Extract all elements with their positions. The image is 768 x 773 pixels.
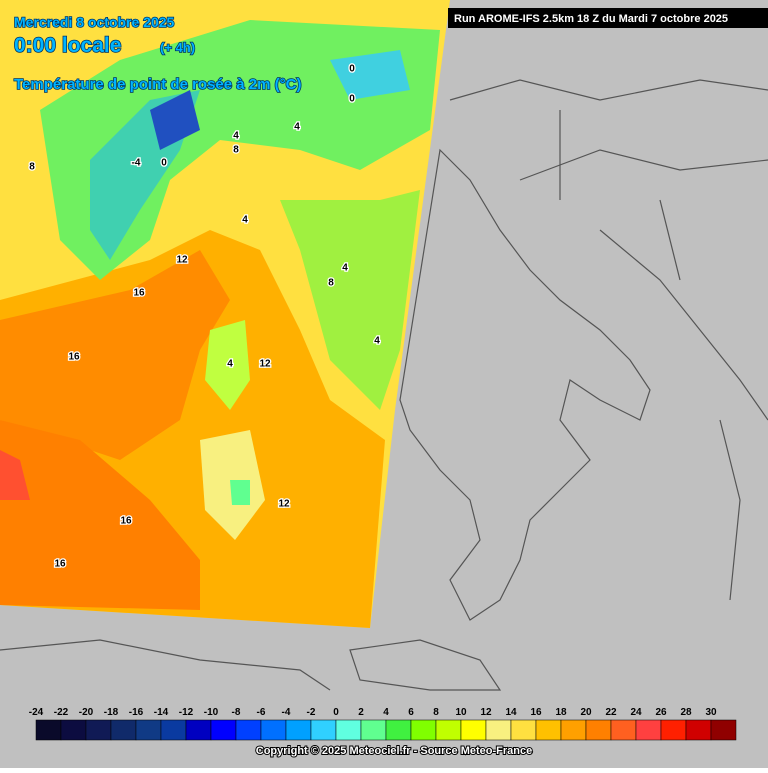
color-box (560, 719, 587, 741)
scale-label: 4 (383, 707, 389, 718)
contour-label: 16 (68, 352, 80, 363)
scale-label: 26 (655, 707, 667, 718)
color-box (585, 719, 612, 741)
scale-label: -2 (307, 707, 316, 718)
scale-label: 2 (358, 707, 364, 718)
contour-label: 4 (374, 336, 380, 347)
color-box (460, 719, 487, 741)
color-box (310, 719, 337, 741)
color-box (235, 719, 262, 741)
scale-label: 24 (630, 707, 642, 718)
color-box (285, 719, 312, 741)
color-box (160, 719, 187, 741)
color-box (710, 719, 737, 741)
color-box (185, 719, 212, 741)
color-box (135, 719, 162, 741)
scale-label: -24 (29, 707, 44, 718)
color-box (260, 719, 287, 741)
scale-label: 30 (705, 707, 717, 718)
color-box (35, 719, 62, 741)
parameter: Température de point de rosée à 2m (°C) (14, 76, 301, 93)
scale-label: 22 (605, 707, 617, 718)
scale-label: -14 (154, 707, 169, 718)
scale-label: 12 (480, 707, 492, 718)
contour-label: 4 (242, 215, 248, 226)
scale-label: 28 (680, 707, 692, 718)
contour-label: 12 (278, 499, 290, 510)
date: Mercredi 8 octobre 2025 (14, 14, 175, 30)
contour-label: 8 (328, 278, 334, 289)
color-box (210, 719, 237, 741)
contour-label: 4 (342, 263, 348, 274)
time: 0:00 locale (14, 34, 121, 57)
color-box (510, 719, 537, 741)
scale-label: 14 (505, 707, 517, 718)
color-box (85, 719, 112, 741)
run-banner (448, 8, 768, 28)
color-box (660, 719, 687, 741)
contour-label: 4 (233, 131, 239, 142)
contour-label: 4 (294, 122, 300, 133)
scale-label: 6 (408, 707, 414, 718)
color-box (635, 719, 662, 741)
copyright: Copyright © 2025 Meteociel.fr - Source M… (256, 745, 532, 757)
scale-label: -4 (282, 707, 291, 718)
color-box (485, 719, 512, 741)
run-info: Run AROME-IFS 2.5km 18 Z du Mardi 7 octo… (454, 13, 728, 25)
scale-label: 16 (530, 707, 542, 718)
scale-label: -22 (54, 707, 69, 718)
contour-label: 8 (29, 162, 35, 173)
contour-label: 8 (233, 145, 239, 156)
scale-label: -20 (79, 707, 94, 718)
color-box (535, 719, 562, 741)
scale-label: 18 (555, 707, 567, 718)
color-box (335, 719, 362, 741)
scale-label: -8 (232, 707, 241, 718)
borders (0, 79, 768, 691)
contour-label: 4 (227, 359, 233, 370)
scale-label: -12 (179, 707, 194, 718)
offset: (+ 4h) (160, 40, 195, 55)
contour-label: 0 (161, 158, 167, 169)
color-scale: -24 -22 -20 -18 -16 -14 -12 -10 -8 -6 -4 -2 0 2 4 6 8 10 1… (29, 707, 737, 741)
color-box (435, 719, 462, 741)
scale-label: 10 (455, 707, 467, 718)
contour-label: -4 (132, 158, 141, 169)
scale-label: -18 (104, 707, 119, 718)
color-box (360, 719, 387, 741)
contour-label: 0 (349, 94, 355, 105)
color-box (610, 719, 637, 741)
scale-label: -16 (129, 707, 144, 718)
contour-label: 16 (133, 288, 145, 299)
scale-label: 8 (433, 707, 439, 718)
color-box (685, 719, 712, 741)
scale-label: -10 (204, 707, 219, 718)
color-box (385, 719, 412, 741)
scale-label: 0 (333, 707, 339, 718)
scale-label: -6 (257, 707, 266, 718)
scale-label: 20 (580, 707, 592, 718)
contour-label: 16 (120, 516, 132, 527)
color-box (110, 719, 137, 741)
contour-label: 12 (259, 359, 271, 370)
color-box (410, 719, 437, 741)
contour-label: 12 (176, 255, 188, 266)
color-box (60, 719, 87, 741)
contour-label: 16 (54, 559, 66, 570)
model-domain (0, 0, 450, 628)
contour-label: 0 (349, 64, 355, 75)
